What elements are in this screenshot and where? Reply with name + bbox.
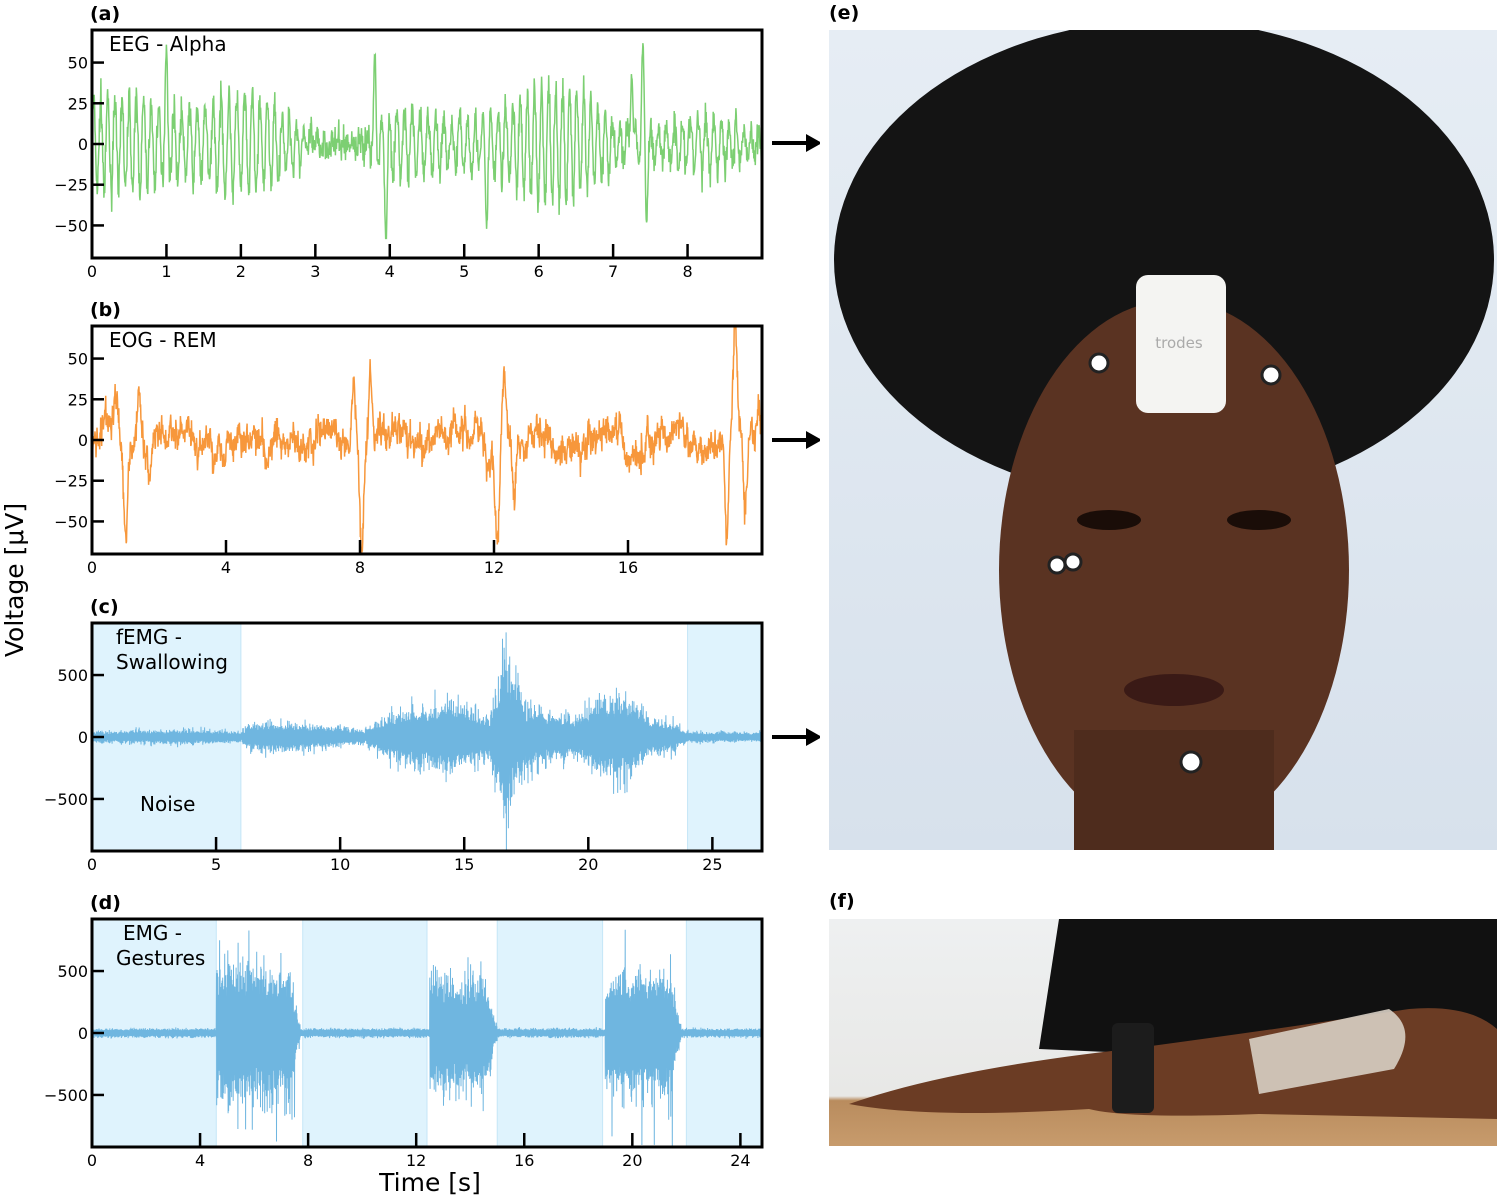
- chart-d: (d) 0 4 8 12 16 20 24 500 0 −500 EMG -Gestures: [44, 892, 764, 1170]
- series-annotation: EMG -: [123, 921, 182, 945]
- x-tick-label: 12: [484, 558, 504, 577]
- y-tick-label: 0: [78, 728, 88, 747]
- forehead-device: [1136, 275, 1226, 413]
- x-tick-label: 20: [578, 855, 598, 874]
- x-tick-label: 0: [87, 558, 97, 577]
- x-tick-label: 4: [385, 262, 395, 281]
- x-tick-label: 2: [236, 262, 246, 281]
- x-tick-label: 15: [454, 855, 474, 874]
- series-line: [92, 43, 762, 240]
- arrow-head-icon: [806, 431, 820, 449]
- x-tick-label: 0: [87, 855, 97, 874]
- y-tick-label: 0: [78, 431, 88, 450]
- x-tick-label: 1: [161, 262, 171, 281]
- chart-c: (c) 0 5 10 15 20 25 500 0 −500 fEMG -Swallowing Noi…: [44, 596, 764, 874]
- x-tick-label: 5: [459, 262, 469, 281]
- arrow-head-icon: [806, 134, 820, 152]
- device-logo: trodes: [1155, 334, 1203, 352]
- x-tick-label: 4: [195, 1151, 205, 1170]
- forearm-illustration: [849, 919, 1497, 1119]
- x-tick-label: 12: [406, 1151, 426, 1170]
- series-annotation: Gestures: [116, 946, 205, 970]
- y-tick-label: −500: [44, 790, 88, 809]
- y-tick-label: 0: [78, 1024, 88, 1043]
- y-tick-label: −50: [54, 512, 88, 531]
- x-tick-label: 10: [330, 855, 350, 874]
- series-line: [92, 632, 762, 851]
- series-line: [92, 929, 762, 1146]
- series-annotation: Swallowing: [116, 650, 228, 674]
- x-tick-label: 8: [682, 262, 692, 281]
- x-tick-label: 0: [87, 262, 97, 281]
- x-tick-label: 20: [622, 1151, 642, 1170]
- y-tick-label: −500: [44, 1086, 88, 1105]
- panel-label: (d): [90, 892, 121, 914]
- x-tick-label: 8: [303, 1151, 313, 1170]
- y-tick-label: 50: [68, 54, 88, 73]
- arrow-head-icon: [806, 728, 820, 746]
- x-tick-label: 8: [355, 558, 365, 577]
- region-label: Noise: [140, 792, 195, 816]
- x-tick-label: 16: [514, 1151, 534, 1170]
- panel-label-e: (e): [829, 2, 860, 24]
- y-tick-label: −25: [54, 472, 88, 491]
- x-tick-label: 4: [221, 558, 231, 577]
- y-tick-label: −50: [54, 216, 88, 235]
- y-tick-label: 25: [68, 390, 88, 409]
- x-tick-label: 7: [608, 262, 618, 281]
- x-tick-label: 3: [310, 262, 320, 281]
- chart-b: (b) 0 4 8 12 16 50 25 0 −25 −50 EOG - REM: [54, 299, 764, 577]
- y-axis-label: Voltage [μV]: [0, 502, 29, 658]
- panel-label: (a): [90, 3, 120, 25]
- series-annotation: EOG - REM: [109, 328, 217, 352]
- x-tick-label: 5: [211, 855, 221, 874]
- y-tick-label: 50: [68, 350, 88, 369]
- y-tick-label: 500: [57, 666, 88, 685]
- photo-forearm-patch: [829, 919, 1497, 1146]
- panel-label-f: (f): [829, 890, 855, 912]
- x-axis-label: Time [s]: [379, 1168, 481, 1197]
- x-tick-label: 25: [702, 855, 722, 874]
- y-tick-label: 0: [78, 135, 88, 154]
- face-illustration: trodes: [834, 30, 1494, 850]
- y-tick-label: −25: [54, 176, 88, 195]
- x-tick-label: 0: [87, 1151, 97, 1170]
- x-tick-label: 16: [618, 558, 638, 577]
- x-tick-label: 24: [730, 1151, 750, 1170]
- x-tick-label: 6: [534, 262, 544, 281]
- panel-label: (b): [90, 299, 121, 321]
- y-tick-label: 500: [57, 962, 88, 981]
- series-line: [92, 326, 762, 554]
- series-annotation: EEG - Alpha: [109, 32, 227, 56]
- panel-label: (c): [90, 596, 119, 618]
- series-annotation: fEMG -: [116, 625, 182, 649]
- y-tick-label: 25: [68, 94, 88, 113]
- photo-face-electrodes: trodes: [829, 30, 1497, 850]
- chart-a: (a) 0 1 2 3 4 5 6 7 8 50 25 0 −25 −50 EEG - Alpha: [54, 3, 764, 281]
